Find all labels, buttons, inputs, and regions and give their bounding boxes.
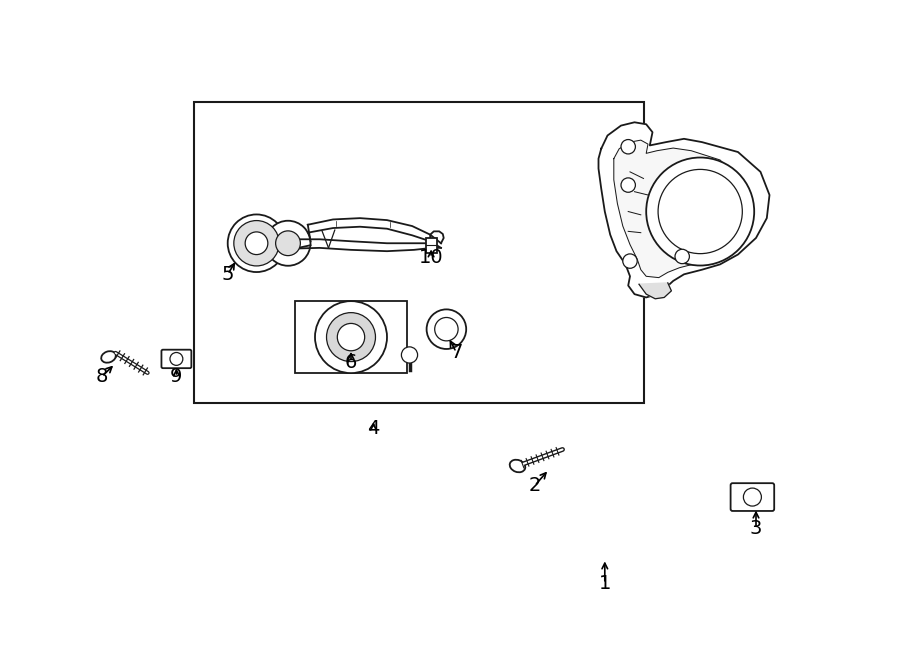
Circle shape bbox=[275, 231, 301, 256]
Circle shape bbox=[435, 317, 458, 341]
Circle shape bbox=[621, 139, 635, 154]
Circle shape bbox=[170, 352, 183, 366]
FancyBboxPatch shape bbox=[161, 350, 192, 368]
Polygon shape bbox=[614, 140, 745, 278]
Circle shape bbox=[315, 301, 387, 373]
Circle shape bbox=[228, 214, 285, 272]
Text: 7: 7 bbox=[450, 343, 463, 362]
Circle shape bbox=[743, 488, 761, 506]
FancyBboxPatch shape bbox=[731, 483, 774, 511]
Bar bbox=[295, 301, 407, 373]
Text: 6: 6 bbox=[345, 353, 357, 371]
Bar bbox=[194, 102, 644, 403]
Ellipse shape bbox=[101, 351, 116, 363]
Ellipse shape bbox=[509, 460, 526, 472]
Text: 9: 9 bbox=[170, 368, 183, 386]
Circle shape bbox=[327, 313, 375, 362]
Polygon shape bbox=[295, 239, 432, 251]
Circle shape bbox=[427, 309, 466, 349]
Circle shape bbox=[646, 157, 754, 266]
Polygon shape bbox=[308, 218, 441, 248]
Circle shape bbox=[621, 178, 635, 192]
Bar bbox=[426, 238, 436, 253]
Text: 8: 8 bbox=[95, 368, 108, 386]
Circle shape bbox=[338, 323, 364, 351]
Circle shape bbox=[245, 232, 268, 254]
Text: 5: 5 bbox=[221, 265, 234, 284]
Text: 2: 2 bbox=[528, 477, 541, 495]
Circle shape bbox=[401, 347, 418, 363]
Polygon shape bbox=[430, 231, 444, 248]
Text: 10: 10 bbox=[418, 249, 444, 267]
Text: 4: 4 bbox=[367, 419, 380, 438]
Circle shape bbox=[266, 221, 310, 266]
Polygon shape bbox=[639, 283, 671, 299]
Polygon shape bbox=[598, 122, 770, 297]
Text: 1: 1 bbox=[598, 574, 611, 593]
Circle shape bbox=[623, 254, 637, 268]
Circle shape bbox=[234, 221, 279, 266]
Circle shape bbox=[675, 249, 689, 264]
Circle shape bbox=[658, 169, 742, 254]
Text: 3: 3 bbox=[750, 520, 762, 538]
